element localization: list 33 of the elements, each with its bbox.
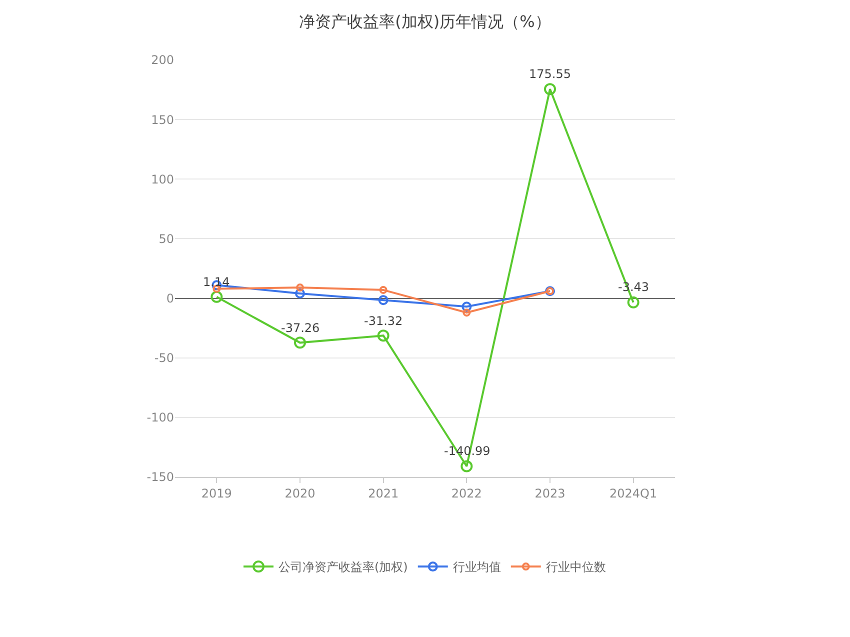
data-label: -37.26 (281, 321, 320, 335)
point (296, 284, 304, 292)
y-tick-label: -100 (146, 410, 174, 425)
point (462, 302, 472, 312)
y-tick-label: 50 (158, 232, 174, 246)
x-tick-label: 2023 (534, 486, 566, 500)
y-tick-label: 0 (166, 291, 174, 306)
y-tick-label: 100 (151, 172, 174, 186)
point (460, 460, 473, 472)
x-tick-label: 2020 (284, 486, 316, 500)
y-tick-label: 150 (151, 112, 174, 127)
legend-label: 公司净资产收益率(加权) (278, 560, 408, 574)
y-tick-label: -150 (146, 470, 174, 484)
point (210, 290, 223, 303)
point (295, 288, 305, 299)
point (294, 336, 306, 349)
point (379, 286, 388, 294)
data-label: -31.32 (364, 314, 403, 328)
chart-title: 净资产收益率(加权)历年情况（%） (299, 12, 551, 32)
x-tick-label: 2024Q1 (610, 486, 658, 500)
point (544, 83, 556, 96)
x-tick-label: 2022 (451, 486, 482, 500)
data-label: 175.55 (529, 67, 571, 81)
y-tick-label: 200 (151, 53, 174, 68)
point (462, 308, 471, 317)
y-tick-label: -50 (154, 351, 174, 366)
legend-label: 行业均值 (452, 560, 501, 574)
point (378, 295, 388, 306)
point (377, 330, 390, 342)
point (627, 296, 640, 308)
legend-label: 行业中位数 (546, 560, 606, 574)
x-tick-label: 2021 (368, 486, 399, 500)
x-tick-label: 2019 (201, 486, 232, 500)
